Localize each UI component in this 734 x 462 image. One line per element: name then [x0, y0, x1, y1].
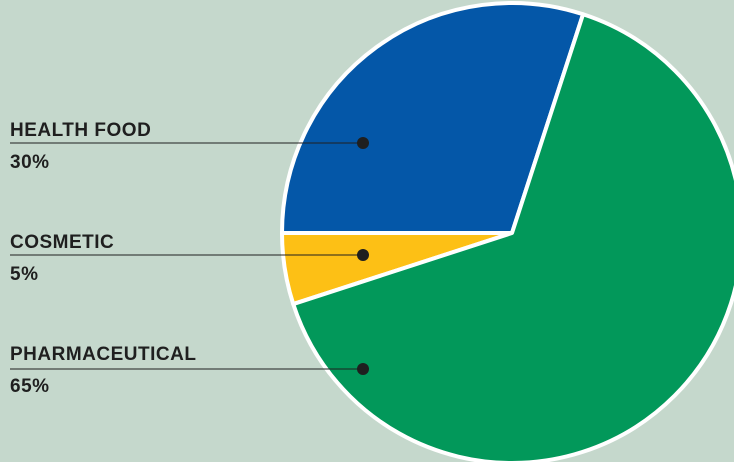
- leader-dot-pharmaceutical: [357, 363, 369, 375]
- label-cosmetic: COSMETIC: [10, 232, 114, 253]
- label-health-food: HEALTH FOOD: [10, 120, 151, 141]
- value-label-cosmetic: 5%: [10, 264, 38, 285]
- value-label-health-food: 30%: [10, 152, 50, 173]
- pie-slice-health-food: [280, 1, 586, 235]
- leader-dot-health-food: [357, 137, 369, 149]
- pie-slices: [280, 1, 734, 462]
- leader-dot-cosmetic: [357, 249, 369, 261]
- label-pharmaceutical: PHARMACEUTICAL: [10, 344, 196, 365]
- pie-slice-pharmaceutical: [291, 12, 734, 462]
- pie-labels: HEALTH FOOD 30% COSMETIC 5% PHARMACEUTICAL 65…: [10, 120, 369, 397]
- value-label-pharmaceutical: 65%: [10, 376, 50, 397]
